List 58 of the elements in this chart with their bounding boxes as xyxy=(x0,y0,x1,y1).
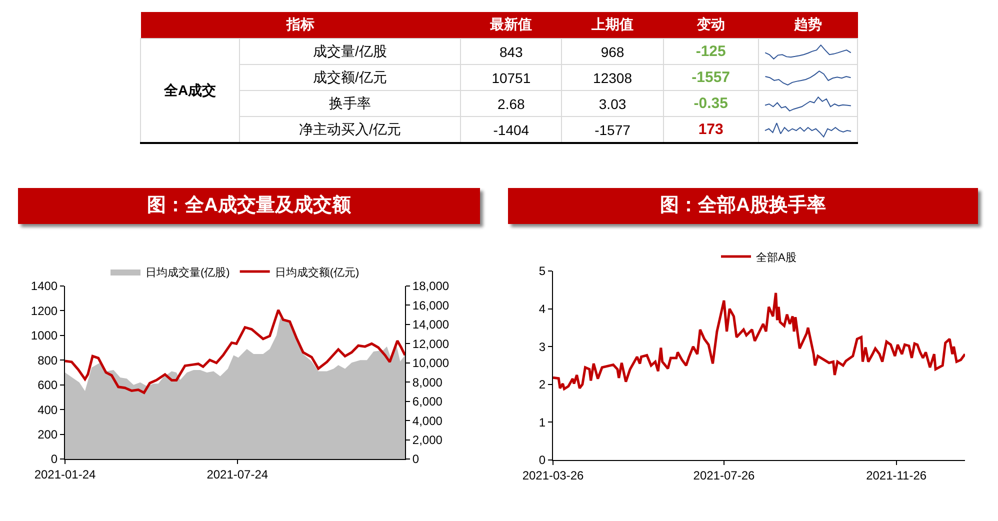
x-tick-label: 2021-03-26 xyxy=(522,468,584,482)
y2-tick-label: 14,000 xyxy=(412,318,450,332)
text: 全A成交 xyxy=(140,38,240,143)
y-tick-label: 1000 xyxy=(30,328,58,343)
text: 指标 xyxy=(140,12,460,38)
y2-tick-label: 18,000 xyxy=(412,279,450,294)
y-tick-label: 5 xyxy=(538,264,546,278)
line-series xyxy=(65,308,405,394)
y-tick-label: 4 xyxy=(538,302,546,316)
text: 变动 xyxy=(663,12,758,38)
y2-tick-label: 12,000 xyxy=(412,336,450,351)
legend-label: 全部A股 xyxy=(756,250,796,264)
y2-tick-label: 16,000 xyxy=(412,298,450,312)
x-tick-label: 2021-01-24 xyxy=(34,467,96,482)
chart-title: 图：全A成交量及成交额 xyxy=(18,188,480,224)
text: 趋势 xyxy=(758,12,858,38)
data-label: 2.68 xyxy=(460,90,562,116)
legend-label: 日均成交额(亿元) xyxy=(274,266,360,279)
data-label: 10751 xyxy=(460,64,562,90)
data-label: -125 xyxy=(663,38,758,64)
x-tick-label: 2021-11-26 xyxy=(866,468,927,482)
line-series xyxy=(553,292,965,390)
y-tick-label: 600 xyxy=(38,378,58,392)
y-tick-label: 1400 xyxy=(30,279,58,294)
data-label: 843 xyxy=(460,38,562,64)
y2-tick-label: 4,000 xyxy=(412,414,443,428)
legend-label: 日均成交量(亿股) xyxy=(146,266,230,279)
y-tick-label: 0 xyxy=(538,453,546,468)
y2-tick-label: 2,000 xyxy=(412,432,443,447)
data-label: 968 xyxy=(562,38,664,64)
y-tick-label: 0 xyxy=(50,452,58,466)
y2-tick-label: 0 xyxy=(412,452,420,466)
data-label: -1557 xyxy=(663,64,758,90)
y2-tick-label: 6,000 xyxy=(412,394,443,409)
y-tick-label: 400 xyxy=(38,402,58,417)
y2-tick-label: 10,000 xyxy=(412,356,450,370)
category-label: 净主动买入/亿元 xyxy=(240,116,460,143)
y-tick-label: 800 xyxy=(38,353,58,368)
data-label: 12308 xyxy=(562,64,664,90)
y-tick-label: 200 xyxy=(38,427,58,442)
category-label: 成交额/亿元 xyxy=(240,64,460,90)
text: 最新值 xyxy=(460,12,562,38)
category-label: 成交量/亿股 xyxy=(240,38,460,64)
y-tick-label: 2 xyxy=(538,378,546,392)
data-label: 173 xyxy=(663,116,758,143)
x-tick-label: 2021-07-26 xyxy=(693,468,755,482)
data-label: 3.03 xyxy=(562,90,664,116)
y-tick-label: 3 xyxy=(538,340,546,354)
data-label: -1577 xyxy=(562,116,664,143)
x-tick-label: 2021-07-24 xyxy=(206,467,268,482)
y-tick-label: 1 xyxy=(538,415,546,430)
chart-title: 图：全部A股换手率 xyxy=(508,188,978,224)
data-label: -0.35 xyxy=(663,90,758,116)
data-label: -1404 xyxy=(460,116,562,143)
y2-tick-label: 8,000 xyxy=(412,375,443,390)
category-label: 换手率 xyxy=(240,90,460,116)
text: 上期值 xyxy=(562,12,664,38)
y-tick-label: 1200 xyxy=(30,304,58,318)
